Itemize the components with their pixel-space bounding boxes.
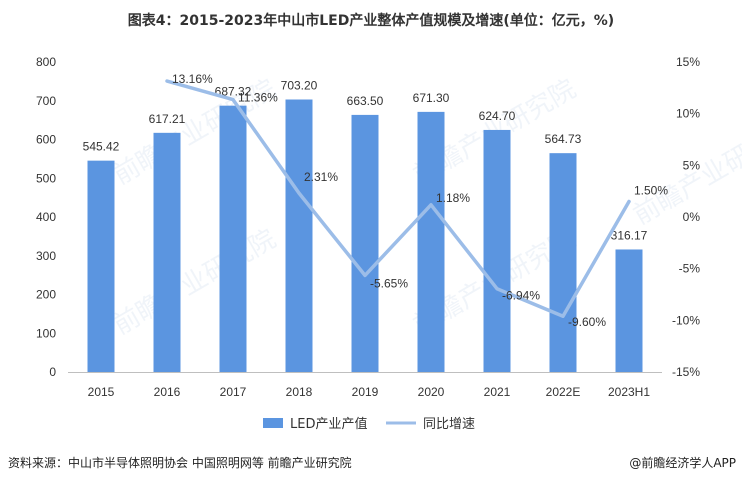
- right-y-tick-label: 0%: [683, 210, 701, 224]
- right-y-tick-label: -5%: [679, 262, 701, 276]
- left-y-tick-label: 300: [36, 249, 56, 263]
- bar-value-label: 663.50: [347, 94, 384, 108]
- bar-value-label: 617.21: [149, 112, 186, 126]
- x-tick-label: 2020: [418, 385, 445, 399]
- right-y-tick-label: -15%: [672, 365, 700, 379]
- bar: [417, 111, 445, 372]
- bar-value-label: 703.20: [281, 79, 318, 93]
- watermark-text: 前瞻产业研究院: [109, 224, 282, 341]
- chart-title: 图表4：2015-2023年中山市LED产业整体产值规模及增速(单位：亿元，%): [128, 12, 614, 29]
- x-tick-label: 2018: [286, 385, 313, 399]
- x-tick-label: 2022E: [546, 385, 581, 399]
- line-point: [165, 79, 169, 83]
- bar: [153, 132, 181, 372]
- bar: [219, 105, 247, 372]
- line-point: [495, 287, 499, 291]
- x-tick-label: 2019: [352, 385, 379, 399]
- legend-line-label: 同比增速: [423, 417, 475, 432]
- bar: [615, 249, 643, 372]
- right-y-tick-label: 10%: [676, 107, 700, 121]
- line-value-label: -5.65%: [370, 276, 408, 290]
- legend-bar-label: LED产业产值: [290, 416, 367, 432]
- left-y-axis: 0 100 200 300 400 500 600 700 800: [36, 55, 56, 379]
- x-axis: 2015 2016 2017 2018 2019 2020 2021 2022E 2023H1: [68, 372, 662, 399]
- bar: [285, 99, 313, 372]
- left-y-tick-label: 500: [36, 171, 56, 185]
- line-series: [165, 79, 631, 318]
- right-y-tick-label: -10%: [672, 313, 700, 327]
- line-point: [429, 203, 433, 207]
- line-value-label: -9.60%: [568, 315, 606, 329]
- bar: [549, 153, 577, 372]
- x-tick-label: 2023H1: [608, 385, 650, 399]
- bar-value-label: 545.42: [83, 140, 120, 154]
- bar: [483, 129, 511, 372]
- line-point: [297, 191, 301, 195]
- line-point: [627, 200, 631, 203]
- bar-value-label: 624.70: [479, 109, 516, 123]
- bar-value-label: 316.17: [611, 228, 648, 242]
- line-value-labels: 13.16% 11.36% 2.31% -5.65% 1.18% -6.94% -9.60%…: [172, 72, 668, 329]
- line-value-label: 2.31%: [304, 170, 338, 184]
- left-y-tick-label: 600: [36, 133, 56, 147]
- line-value-label: 1.18%: [436, 191, 470, 205]
- right-y-axis: -15% -10% -5% 0% 5% 10% 15%: [672, 55, 700, 379]
- left-y-tick-label: 400: [36, 210, 56, 224]
- source-note: 资料来源：中山市半导体照明协会 中国照明网等 前瞻产业研究院: [8, 455, 352, 470]
- brand-label: @前瞻经济学人APP: [629, 455, 736, 470]
- bar-value-label: 671.30: [413, 91, 450, 105]
- x-tick-label: 2016: [154, 385, 181, 399]
- bar-value-label: 564.73: [545, 132, 582, 146]
- left-y-tick-label: 700: [36, 94, 56, 108]
- bar-series: [87, 99, 643, 373]
- x-tick-label: 2021: [484, 385, 511, 399]
- growth-line: [165, 79, 631, 318]
- legend-bar-swatch: [263, 418, 283, 428]
- line-value-label: 13.16%: [172, 72, 213, 86]
- right-y-tick-label: 5%: [683, 158, 701, 172]
- left-y-tick-label: 100: [36, 326, 56, 340]
- bar: [87, 160, 115, 372]
- legend: LED产业产值 同比增速: [263, 416, 475, 432]
- right-y-tick-label: 15%: [676, 55, 700, 69]
- line-value-label: -6.94%: [502, 289, 540, 303]
- line-point: [363, 273, 367, 277]
- x-tick-label: 2017: [220, 385, 247, 399]
- line-point: [561, 314, 565, 318]
- left-y-tick-label: 200: [36, 288, 56, 302]
- line-point: [231, 98, 235, 102]
- x-tick-label: 2015: [88, 385, 115, 399]
- bar: [351, 114, 379, 373]
- bar-value-labels: 545.42 617.21 687.32 703.20 663.50 671.30 624.…: [83, 79, 648, 243]
- left-y-tick-label: 0: [49, 365, 56, 379]
- bar-value-label: 687.32: [215, 85, 252, 99]
- line-value-label: 11.36%: [238, 91, 278, 105]
- line-value-label: 1.50%: [634, 184, 668, 198]
- left-y-tick-label: 800: [36, 55, 56, 69]
